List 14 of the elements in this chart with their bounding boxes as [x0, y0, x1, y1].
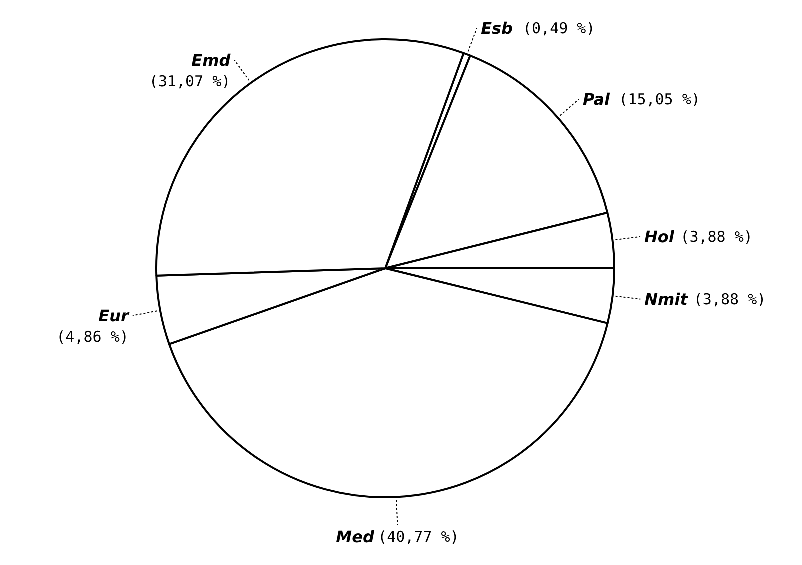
slice-label: Nmit	[644, 290, 690, 309]
slice-label: Pal	[583, 90, 611, 109]
data-label: (0,49 %)	[522, 19, 596, 38]
data-label: (3,88 %)	[680, 228, 753, 246]
slice-label: Eur	[98, 306, 130, 326]
slice-label: Esb	[481, 18, 514, 38]
data-label: (4,86 %)	[56, 328, 129, 346]
data-label: (3,88 %)	[694, 290, 766, 308]
slice-label: Emd	[192, 50, 232, 70]
slice-label: Hol	[644, 227, 675, 246]
slice-label: Med	[336, 528, 375, 547]
data-label: (15,05 %)	[619, 90, 700, 108]
data-label: (31,07 %)	[149, 72, 231, 90]
data-label: (40,77 %)	[378, 528, 460, 546]
